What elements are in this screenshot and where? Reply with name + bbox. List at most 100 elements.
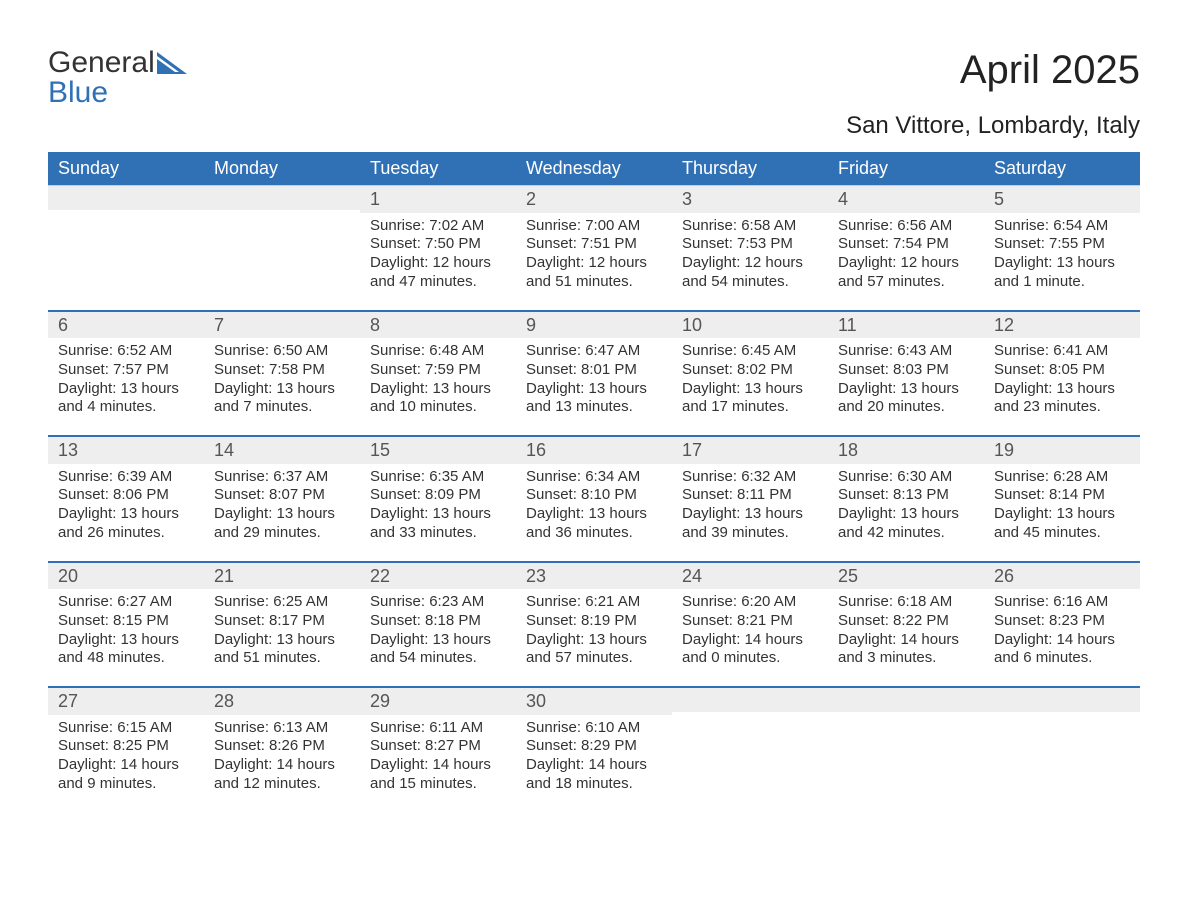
daylight-line2: and 20 minutes. bbox=[838, 398, 974, 417]
day-body: Sunrise: 6:15 AMSunset: 8:25 PMDaylight:… bbox=[48, 719, 204, 794]
daylight-line1: Daylight: 13 hours bbox=[214, 380, 350, 399]
calendar-day-cell: 18Sunrise: 6:30 AMSunset: 8:13 PMDayligh… bbox=[828, 437, 984, 561]
sunrise-text: Sunrise: 6:27 AM bbox=[58, 593, 194, 612]
sunset-text: Sunset: 7:58 PM bbox=[214, 361, 350, 380]
daylight-line1: Daylight: 13 hours bbox=[994, 505, 1130, 524]
daylight-line2: and 26 minutes. bbox=[58, 524, 194, 543]
sunset-text: Sunset: 7:51 PM bbox=[526, 235, 662, 254]
daylight-line1: Daylight: 13 hours bbox=[526, 380, 662, 399]
page-subtitle: San Vittore, Lombardy, Italy bbox=[48, 112, 1140, 140]
calendar-day-cell: 8Sunrise: 6:48 AMSunset: 7:59 PMDaylight… bbox=[360, 312, 516, 436]
day-number: 19 bbox=[984, 437, 1140, 464]
daylight-line2: and 57 minutes. bbox=[526, 649, 662, 668]
day-body: Sunrise: 6:43 AMSunset: 8:03 PMDaylight:… bbox=[828, 342, 984, 417]
day-number: 17 bbox=[672, 437, 828, 464]
daylight-line2: and 45 minutes. bbox=[994, 524, 1130, 543]
day-number: 12 bbox=[984, 312, 1140, 339]
day-body: Sunrise: 6:39 AMSunset: 8:06 PMDaylight:… bbox=[48, 468, 204, 543]
sunset-text: Sunset: 8:11 PM bbox=[682, 486, 818, 505]
day-number: 10 bbox=[672, 312, 828, 339]
calendar-day-cell: 22Sunrise: 6:23 AMSunset: 8:18 PMDayligh… bbox=[360, 563, 516, 687]
day-body: Sunrise: 6:30 AMSunset: 8:13 PMDaylight:… bbox=[828, 468, 984, 543]
sunrise-text: Sunrise: 6:34 AM bbox=[526, 468, 662, 487]
calendar-day-cell: 11 Sunrise: 6:43 AMSunset: 8:03 PMDayligh… bbox=[828, 312, 984, 436]
sunrise-text: Sunrise: 6:10 AM bbox=[526, 719, 662, 738]
sunset-text: Sunset: 8:29 PM bbox=[526, 737, 662, 756]
day-number: 2 bbox=[516, 186, 672, 213]
day-number: 27 bbox=[48, 688, 204, 715]
calendar-day-cell: 2 Sunrise: 7:00 AMSunset: 7:51 PMDaylight… bbox=[516, 186, 672, 310]
sunset-text: Sunset: 8:09 PM bbox=[370, 486, 506, 505]
day-number bbox=[672, 688, 828, 712]
daylight-line2: and 42 minutes. bbox=[838, 524, 974, 543]
daylight-line2: and 12 minutes. bbox=[214, 775, 350, 794]
calendar-day-cell: 5 Sunrise: 6:54 AMSunset: 7:55 PMDaylight… bbox=[984, 186, 1140, 310]
sunset-text: Sunset: 8:01 PM bbox=[526, 361, 662, 380]
logo-line1: General bbox=[48, 46, 155, 79]
daylight-line2: and 10 minutes. bbox=[370, 398, 506, 417]
sunrise-text: Sunrise: 6:58 AM bbox=[682, 217, 818, 236]
day-number: 13 bbox=[48, 437, 204, 464]
sunset-text: Sunset: 8:13 PM bbox=[838, 486, 974, 505]
daylight-line1: Daylight: 12 hours bbox=[526, 254, 662, 273]
sunset-text: Sunset: 8:27 PM bbox=[370, 737, 506, 756]
day-body: Sunrise: 6:28 AMSunset: 8:14 PMDaylight:… bbox=[984, 468, 1140, 543]
daylight-line1: Daylight: 14 hours bbox=[58, 756, 194, 775]
day-number: 15 bbox=[360, 437, 516, 464]
calendar-day-cell: 4Sunrise: 6:56 AMSunset: 7:54 PMDaylight… bbox=[828, 186, 984, 310]
calendar-day-cell: 15Sunrise: 6:35 AMSunset: 8:09 PMDayligh… bbox=[360, 437, 516, 561]
calendar-week-row: 1Sunrise: 7:02 AMSunset: 7:50 PMDaylight… bbox=[48, 185, 1140, 310]
day-number: 21 bbox=[204, 563, 360, 590]
sunrise-text: Sunrise: 6:52 AM bbox=[58, 342, 194, 361]
day-number: 5 bbox=[984, 186, 1140, 213]
daylight-line1: Daylight: 13 hours bbox=[58, 631, 194, 650]
calendar-day-cell: 26Sunrise: 6:16 AMSunset: 8:23 PMDayligh… bbox=[984, 563, 1140, 687]
calendar-day-cell: 19 Sunrise: 6:28 AMSunset: 8:14 PMDayligh… bbox=[984, 437, 1140, 561]
daylight-line2: and 1 minute. bbox=[994, 273, 1130, 292]
daylight-line1: Daylight: 14 hours bbox=[214, 756, 350, 775]
daylight-line2: and 6 minutes. bbox=[994, 649, 1130, 668]
daylight-line1: Daylight: 13 hours bbox=[682, 505, 818, 524]
daylight-line1: Daylight: 13 hours bbox=[838, 505, 974, 524]
day-body: Sunrise: 6:54 AMSunset: 7:55 PMDaylight:… bbox=[984, 217, 1140, 292]
day-body: Sunrise: 6:32 AMSunset: 8:11 PMDaylight:… bbox=[672, 468, 828, 543]
sunrise-text: Sunrise: 6:30 AM bbox=[838, 468, 974, 487]
calendar-day-cell: 25Sunrise: 6:18 AMSunset: 8:22 PMDayligh… bbox=[828, 563, 984, 687]
calendar-day-cell: 20Sunrise: 6:27 AMSunset: 8:15 PMDayligh… bbox=[48, 563, 204, 687]
day-number: 14 bbox=[204, 437, 360, 464]
day-body: Sunrise: 7:00 AMSunset: 7:51 PMDaylight:… bbox=[516, 217, 672, 292]
daylight-line2: and 13 minutes. bbox=[526, 398, 662, 417]
day-body: Sunrise: 6:25 AMSunset: 8:17 PMDaylight:… bbox=[204, 593, 360, 668]
calendar: SundayMondayTuesdayWednesdayThursdayFrid… bbox=[48, 152, 1140, 812]
daylight-line1: Daylight: 13 hours bbox=[838, 380, 974, 399]
sunset-text: Sunset: 8:02 PM bbox=[682, 361, 818, 380]
daylight-line1: Daylight: 14 hours bbox=[994, 631, 1130, 650]
day-body: Sunrise: 6:18 AMSunset: 8:22 PMDaylight:… bbox=[828, 593, 984, 668]
sunrise-text: Sunrise: 6:35 AM bbox=[370, 468, 506, 487]
sunset-text: Sunset: 8:06 PM bbox=[58, 486, 194, 505]
weekday-header: Thursday bbox=[672, 152, 828, 185]
sunset-text: Sunset: 7:59 PM bbox=[370, 361, 506, 380]
day-number: 11 bbox=[828, 312, 984, 339]
daylight-line1: Daylight: 13 hours bbox=[994, 380, 1130, 399]
daylight-line1: Daylight: 13 hours bbox=[526, 631, 662, 650]
day-number: 7 bbox=[204, 312, 360, 339]
daylight-line1: Daylight: 13 hours bbox=[58, 380, 194, 399]
logo: General Blue bbox=[48, 48, 187, 108]
day-number bbox=[48, 186, 204, 210]
day-body: Sunrise: 6:50 AMSunset: 7:58 PMDaylight:… bbox=[204, 342, 360, 417]
daylight-line1: Daylight: 12 hours bbox=[838, 254, 974, 273]
sunrise-text: Sunrise: 6:11 AM bbox=[370, 719, 506, 738]
day-number: 9 bbox=[516, 312, 672, 339]
daylight-line2: and 51 minutes. bbox=[526, 273, 662, 292]
sunset-text: Sunset: 8:14 PM bbox=[994, 486, 1130, 505]
calendar-day-cell bbox=[828, 688, 984, 812]
sunrise-text: Sunrise: 6:21 AM bbox=[526, 593, 662, 612]
sunset-text: Sunset: 8:03 PM bbox=[838, 361, 974, 380]
calendar-day-cell: 7 Sunrise: 6:50 AMSunset: 7:58 PMDaylight… bbox=[204, 312, 360, 436]
day-body: Sunrise: 6:27 AMSunset: 8:15 PMDaylight:… bbox=[48, 593, 204, 668]
daylight-line2: and 33 minutes. bbox=[370, 524, 506, 543]
calendar-week-row: 6Sunrise: 6:52 AMSunset: 7:57 PMDaylight… bbox=[48, 310, 1140, 436]
weekday-header: Saturday bbox=[984, 152, 1140, 185]
calendar-day-cell bbox=[672, 688, 828, 812]
